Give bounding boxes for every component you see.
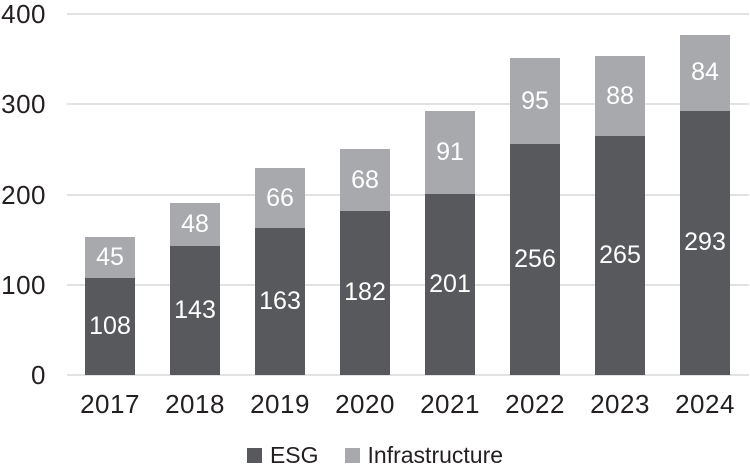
gridline [67, 13, 749, 15]
bar-2020: 182 68 [340, 0, 390, 375]
y-axis-label: 400 [1, 0, 46, 29]
bar-value-label: 108 [89, 311, 131, 340]
bar-value-label: 84 [691, 58, 719, 87]
bar-value-label: 201 [429, 269, 471, 298]
legend-item-esg: ESG [246, 441, 319, 468]
y-axis-label: 300 [1, 89, 46, 120]
bar-segment-infrastructure: 91 [425, 111, 475, 194]
bar-2019: 163 66 [255, 0, 305, 375]
gridline [67, 193, 749, 196]
bar-segment-esg: 256 [510, 143, 560, 375]
bar-value-label: 293 [684, 228, 726, 257]
gridline [67, 374, 749, 376]
bar-value-label: 163 [259, 286, 301, 315]
bar-segment-esg: 201 [425, 193, 475, 375]
bar-value-label: 265 [599, 240, 641, 269]
bar-2017: 108 45 [85, 0, 135, 375]
bar-value-label: 68 [351, 165, 379, 194]
legend-label: ESG [269, 441, 319, 468]
x-axis-label: 2023 [590, 389, 650, 419]
bar-segment-infrastructure: 45 [85, 236, 135, 278]
bar-value-label: 182 [344, 278, 386, 307]
x-axis-label: 2020 [335, 389, 395, 419]
bar-segment-esg: 182 [340, 210, 390, 375]
bar-segment-esg: 293 [680, 110, 730, 375]
bar-segment-infrastructure: 84 [680, 34, 730, 111]
bar-value-label: 88 [606, 81, 634, 110]
bar-2024: 293 84 [680, 0, 730, 375]
bar-segment-infrastructure: 66 [255, 168, 305, 228]
bar-segment-infrastructure: 48 [170, 202, 220, 246]
bar-value-label: 143 [174, 295, 216, 324]
legend-swatch-esg [246, 447, 262, 463]
bar-segment-infrastructure: 88 [595, 56, 645, 136]
bar-segment-infrastructure: 95 [510, 58, 560, 144]
bar-value-label: 66 [266, 183, 294, 212]
y-axis-label: 100 [1, 269, 46, 300]
x-axis-label: 2021 [420, 389, 480, 419]
x-axis-label: 2018 [165, 389, 225, 419]
y-axis-label: 200 [1, 179, 46, 210]
y-axis-label: 0 [31, 360, 46, 390]
legend-item-infrastructure: Infrastructure [344, 441, 504, 468]
bar-segment-esg: 143 [170, 245, 220, 375]
bar-value-label: 95 [521, 86, 549, 115]
bar-value-label: 45 [96, 242, 124, 271]
gridline [67, 103, 749, 106]
bar-value-label: 91 [436, 138, 464, 167]
bar-value-label: 48 [181, 209, 209, 238]
x-axis-label: 2022 [505, 389, 565, 419]
bar-value-label: 256 [514, 244, 556, 273]
bar-2021: 201 91 [425, 0, 475, 375]
bar-segment-infrastructure: 68 [340, 149, 390, 211]
x-axis-label: 2024 [675, 389, 735, 419]
bar-2022: 256 95 [510, 0, 560, 375]
x-axis-label: 2017 [80, 389, 140, 419]
bar-2023: 265 88 [595, 0, 645, 375]
bar-segment-esg: 265 [595, 135, 645, 375]
gridline [67, 283, 749, 286]
x-axis-label: 2019 [250, 389, 310, 419]
bar-segment-esg: 163 [255, 227, 305, 375]
legend-label: Infrastructure [367, 441, 504, 468]
bar-segment-esg: 108 [85, 277, 135, 375]
bar-2018: 143 48 [170, 0, 220, 375]
legend-swatch-infrastructure [344, 447, 360, 463]
legend: ESG Infrastructure [0, 442, 750, 468]
